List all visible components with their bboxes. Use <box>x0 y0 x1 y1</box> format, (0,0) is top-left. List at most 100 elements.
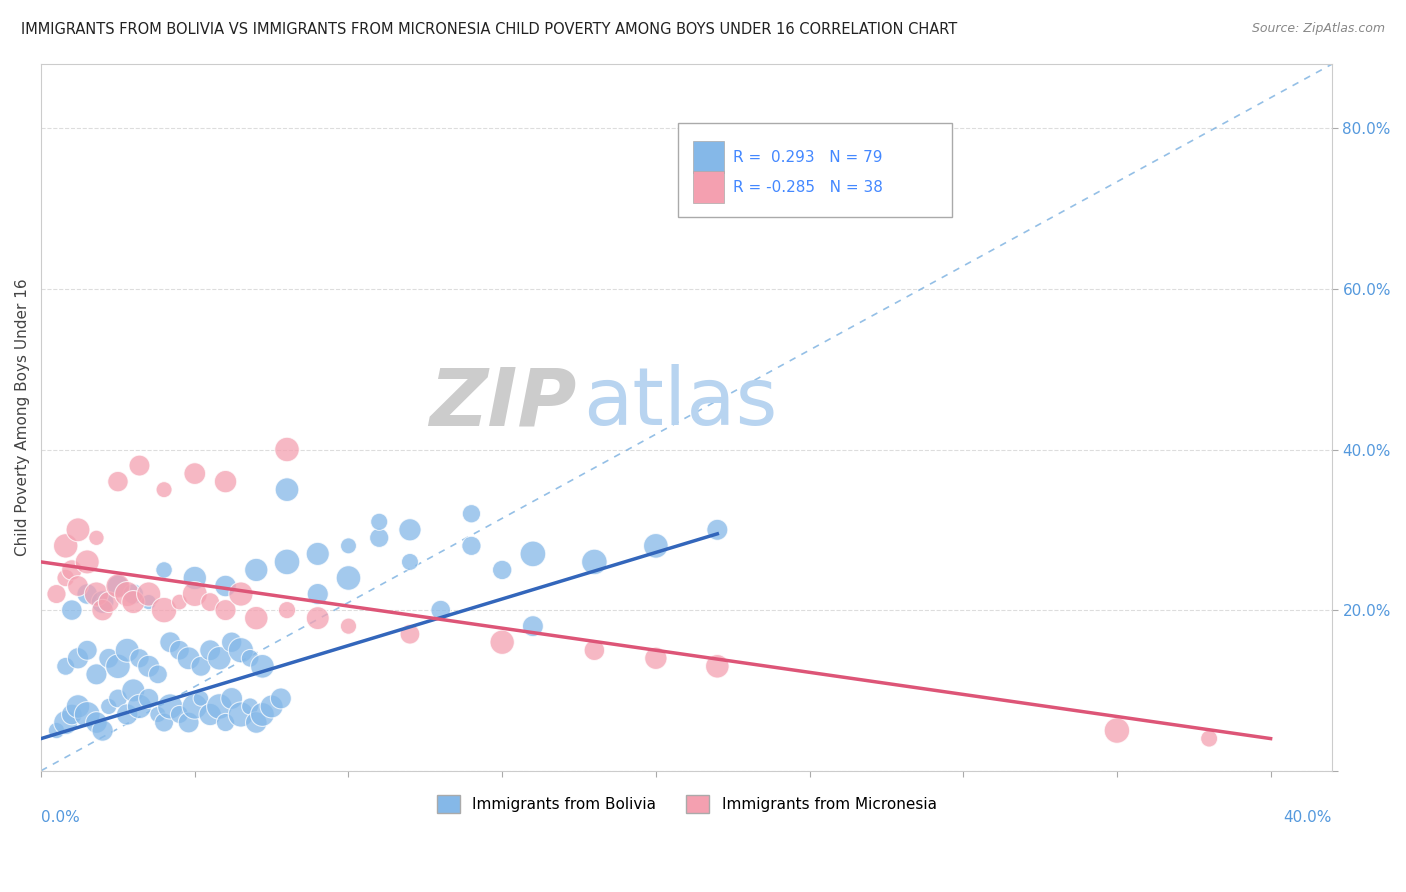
Point <box>76 587 98 601</box>
Point <box>214 475 236 489</box>
Point <box>245 611 267 625</box>
Point <box>368 531 391 545</box>
Point <box>169 707 191 722</box>
Point <box>368 515 391 529</box>
Point <box>45 587 67 601</box>
Point <box>239 651 262 665</box>
Point <box>66 523 89 537</box>
Point <box>644 539 666 553</box>
Point <box>86 715 108 730</box>
Point <box>177 715 200 730</box>
Point <box>522 547 544 561</box>
Point <box>97 699 120 714</box>
Point <box>460 507 482 521</box>
Point <box>460 539 482 553</box>
Point <box>91 723 114 738</box>
Point <box>107 659 129 673</box>
Point <box>229 587 252 601</box>
Point <box>122 587 145 601</box>
Point <box>429 603 451 617</box>
Point <box>208 651 231 665</box>
Point <box>66 699 89 714</box>
Text: R =  0.293   N = 79: R = 0.293 N = 79 <box>733 150 882 165</box>
Point <box>208 699 231 714</box>
Point <box>184 467 207 481</box>
Point <box>644 651 666 665</box>
Point <box>214 579 236 593</box>
Point <box>214 715 236 730</box>
Point <box>245 715 267 730</box>
Point <box>276 603 298 617</box>
Point <box>276 483 298 497</box>
Point <box>55 715 77 730</box>
Point <box>138 659 160 673</box>
Point <box>86 667 108 681</box>
Point <box>337 539 360 553</box>
Point <box>115 587 138 601</box>
Point <box>159 699 181 714</box>
Point <box>491 563 513 577</box>
Point <box>60 707 83 722</box>
Point <box>66 579 89 593</box>
Point <box>159 635 181 649</box>
Point <box>115 707 138 722</box>
Point <box>107 579 129 593</box>
Point <box>522 619 544 633</box>
Point <box>399 523 422 537</box>
Point <box>138 587 160 601</box>
Point <box>583 555 606 569</box>
Point <box>184 571 207 585</box>
Point <box>337 571 360 585</box>
Point <box>198 707 221 722</box>
Point <box>60 563 83 577</box>
Point <box>169 643 191 657</box>
Point <box>190 659 212 673</box>
Point <box>221 635 243 649</box>
Point <box>706 659 728 673</box>
Point <box>198 595 221 609</box>
Point <box>270 691 292 706</box>
Point <box>252 707 274 722</box>
Point <box>198 643 221 657</box>
Point <box>307 587 329 601</box>
Point <box>115 643 138 657</box>
Point <box>76 555 98 569</box>
Point <box>76 707 98 722</box>
Point <box>107 475 129 489</box>
Point <box>399 555 422 569</box>
Point <box>60 603 83 617</box>
Point <box>153 603 176 617</box>
Point <box>66 651 89 665</box>
Point <box>276 442 298 457</box>
Point <box>55 539 77 553</box>
Point <box>169 595 191 609</box>
Point <box>45 723 67 738</box>
Point <box>491 635 513 649</box>
Point <box>128 458 150 473</box>
Point <box>177 651 200 665</box>
Point <box>229 707 252 722</box>
Point <box>128 651 150 665</box>
Point <box>190 691 212 706</box>
Point <box>252 659 274 673</box>
Text: ZIP: ZIP <box>429 364 576 442</box>
Point <box>706 523 728 537</box>
Point <box>138 595 160 609</box>
Text: IMMIGRANTS FROM BOLIVIA VS IMMIGRANTS FROM MICRONESIA CHILD POVERTY AMONG BOYS U: IMMIGRANTS FROM BOLIVIA VS IMMIGRANTS FR… <box>21 22 957 37</box>
Point <box>128 699 150 714</box>
Text: R = -0.285   N = 38: R = -0.285 N = 38 <box>733 180 883 195</box>
Text: 0.0%: 0.0% <box>41 810 80 824</box>
Point <box>276 555 298 569</box>
Text: 40.0%: 40.0% <box>1284 810 1331 824</box>
Point <box>1105 723 1128 738</box>
Point <box>107 691 129 706</box>
Point <box>307 611 329 625</box>
Text: atlas: atlas <box>583 364 778 442</box>
Point <box>97 595 120 609</box>
Legend: Immigrants from Bolivia, Immigrants from Micronesia: Immigrants from Bolivia, Immigrants from… <box>430 789 942 820</box>
Point <box>107 579 129 593</box>
Text: Source: ZipAtlas.com: Source: ZipAtlas.com <box>1251 22 1385 36</box>
Point <box>399 627 422 641</box>
Point <box>153 563 176 577</box>
Point <box>184 699 207 714</box>
